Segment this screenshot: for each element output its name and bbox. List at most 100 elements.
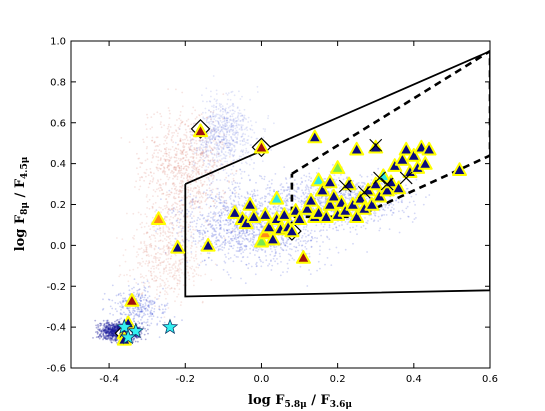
cloud-point [197,242,200,244]
cloud-point [200,172,203,175]
cloud-point [289,253,291,256]
cloud-point [341,224,343,226]
cloud-point [219,201,222,204]
cloud-point [210,234,213,237]
cloud-point [315,189,317,191]
cloud-point [216,129,219,131]
cloud-point [193,163,196,165]
cloud-point [153,225,156,228]
cloud-point [165,149,168,151]
cloud-point [286,245,289,248]
cloud-point [316,269,318,272]
cloud-point [241,247,244,250]
cloud-point [286,271,289,273]
cloud-point [216,159,219,162]
cloud-point [210,129,213,132]
cloud-point [165,264,168,267]
cloud-point [181,244,184,247]
cloud-point [200,195,203,198]
cloud-point [210,95,212,98]
cloud-point [192,215,195,218]
cloud-point [198,190,201,193]
cloud-point [223,243,226,246]
cloud-point [253,228,256,230]
cloud-point [210,132,213,135]
cloud-point [141,293,144,295]
cloud-point [175,262,177,264]
cloud-point [297,242,300,244]
cloud-point [149,243,152,246]
cloud-point [224,191,227,194]
cloud-point [143,240,146,243]
cloud-point [112,329,115,332]
cloud-point [162,226,165,229]
cloud-point [105,331,108,333]
cloud-point [145,175,147,178]
cloud-point [180,182,183,185]
cloud-point [162,246,165,249]
cloud-point [143,282,146,285]
cloud-point [227,151,230,154]
cloud-point [217,249,220,252]
cloud-point [205,169,208,172]
cloud-point [191,200,194,203]
cloud-point [99,322,101,325]
cloud-point [152,261,155,264]
cloud-point [237,236,239,239]
cloud-point [142,138,145,141]
cloud-point [207,141,210,144]
cloud-point [113,327,116,329]
cloud-point [171,222,174,224]
cloud-point [164,215,167,218]
cloud-point [285,249,288,252]
cloud-point [225,219,228,222]
cloud-point [240,277,242,280]
cloud-point [300,199,303,202]
cloud-point [169,288,172,290]
cloud-point [415,178,418,181]
cloud-point [360,175,363,178]
cloud-point [273,189,275,191]
cloud-point [154,210,157,213]
cloud-point [246,228,249,231]
cloud-point [233,159,236,162]
cloud-point [174,160,177,163]
cloud-point [167,257,170,260]
cloud-point [306,196,309,198]
cloud-point [188,163,191,166]
cloud-point [255,265,258,268]
cloud-point [229,231,232,234]
cloud-point [223,139,226,141]
cloud-point [218,197,221,200]
cloud-point [117,327,119,330]
cloud-point [107,328,110,330]
cloud-point [164,182,167,185]
cloud-point [148,300,151,303]
cloud-point [104,328,106,331]
cloud-point [248,240,251,243]
cloud-point [179,185,181,188]
cloud-point [112,323,115,326]
cloud-point [179,276,181,279]
cloud-point [166,153,169,155]
cloud-point [172,134,174,137]
cloud-point [103,328,106,331]
cloud-point [202,150,205,153]
cloud-point [217,145,220,148]
cloud-point [231,237,234,240]
cloud-point [340,173,342,176]
cloud-point [247,116,250,119]
cloud-point [160,121,162,123]
cloud-point [163,281,166,284]
cloud-point [170,208,173,211]
cloud-point [181,189,184,192]
cloud-point [320,201,322,204]
cloud-point [261,205,263,207]
cloud-point [115,339,117,342]
cloud-point [223,115,226,118]
cloud-point [373,212,375,215]
cloud-point [303,200,306,203]
cloud-point [171,231,173,234]
cloud-point [245,228,248,231]
cloud-point [302,192,305,195]
